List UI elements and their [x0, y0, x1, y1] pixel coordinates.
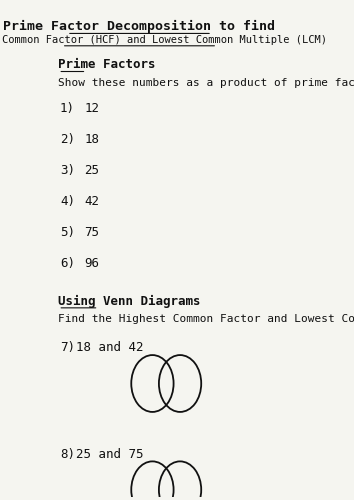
Text: 3): 3)	[60, 164, 75, 177]
Text: Prime Factor Decomposition to find: Prime Factor Decomposition to find	[4, 20, 275, 33]
Text: Find the Highest Common Factor and Lowest Common Factor of: Find the Highest Common Factor and Lowes…	[58, 314, 354, 324]
Text: 8): 8)	[60, 448, 75, 461]
Text: 25: 25	[84, 164, 99, 177]
Text: 18: 18	[84, 133, 99, 146]
Text: 96: 96	[84, 258, 99, 270]
Text: 4): 4)	[60, 195, 75, 208]
Text: 2): 2)	[60, 133, 75, 146]
Text: Highest Common Factor (HCF) and Lowest Common Multiple (LCM): Highest Common Factor (HCF) and Lowest C…	[0, 35, 327, 45]
Text: Show these numbers as a product of prime factors: Show these numbers as a product of prime…	[58, 78, 354, 88]
Text: 25 and 75: 25 and 75	[75, 448, 143, 461]
Text: 42: 42	[84, 195, 99, 208]
Text: Prime Factors: Prime Factors	[58, 58, 156, 71]
Text: 7): 7)	[60, 342, 75, 354]
Text: Using Venn Diagrams: Using Venn Diagrams	[58, 294, 201, 308]
Text: 12: 12	[84, 102, 99, 114]
Text: 1): 1)	[60, 102, 75, 114]
Text: 5): 5)	[60, 226, 75, 239]
Text: 75: 75	[84, 226, 99, 239]
Text: 18 and 42: 18 and 42	[75, 342, 143, 354]
Text: 6): 6)	[60, 258, 75, 270]
